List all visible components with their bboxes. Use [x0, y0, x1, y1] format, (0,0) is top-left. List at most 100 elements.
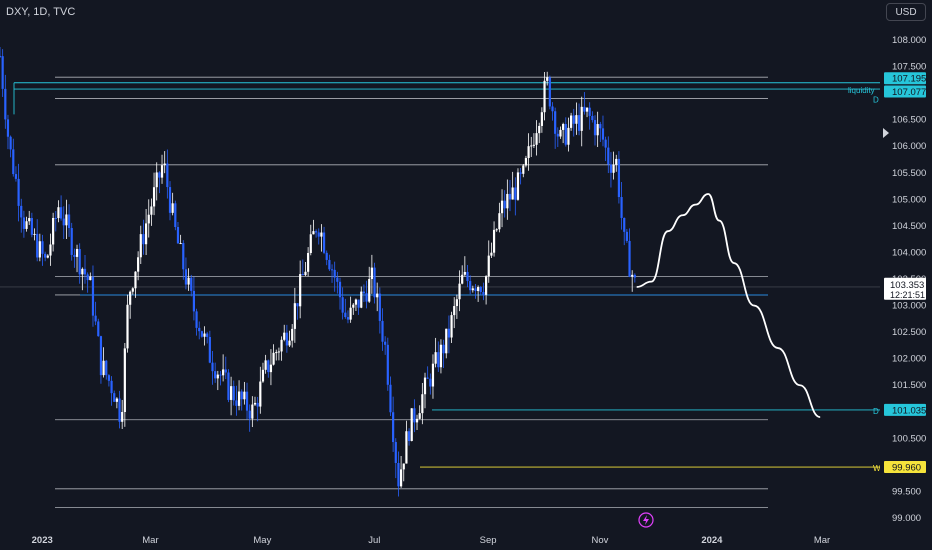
candle-body [503, 200, 506, 209]
candle-body [615, 158, 618, 165]
candle-body [564, 124, 567, 145]
candle-body [57, 207, 60, 219]
candle-body [41, 241, 44, 254]
candle-body [272, 352, 275, 365]
candle-body [604, 139, 607, 148]
candle-body [479, 287, 482, 293]
x-tick-label: Jul [368, 535, 380, 546]
x-tick-label: Mar [142, 535, 158, 546]
candle-body [591, 115, 594, 121]
candle-body [314, 231, 318, 233]
candle-body [275, 352, 278, 354]
candle-body [75, 249, 79, 257]
candle-body [607, 147, 610, 165]
candle-body [17, 178, 20, 206]
candle-body [4, 88, 7, 120]
triangle-right-icon[interactable] [883, 128, 889, 138]
candle-body [131, 288, 134, 292]
candle-body [612, 164, 615, 173]
candle-body [575, 115, 578, 124]
candle-body [402, 463, 405, 470]
y-tick-label: 103.000 [892, 301, 926, 312]
candle-body [453, 306, 456, 316]
candle-body [89, 276, 92, 281]
candle-body [115, 398, 118, 402]
symbol-label[interactable]: DXY, 1D, TVC [6, 6, 76, 18]
candle-body [158, 172, 161, 178]
candle-body [142, 234, 145, 245]
candle-body [245, 391, 249, 411]
candle-body [280, 339, 283, 352]
candle-body [583, 106, 586, 112]
candle-body [487, 255, 490, 277]
candle-body [447, 328, 451, 338]
candle-body [620, 197, 623, 218]
candle-body [341, 297, 344, 313]
candle-body [580, 106, 583, 131]
price-level-badge: 107.077 [892, 87, 926, 98]
candle-body [229, 386, 233, 400]
candle-body [500, 200, 504, 214]
candle-body [543, 80, 546, 113]
candle-body [325, 252, 328, 260]
candle-body [498, 213, 501, 230]
candle-body [152, 187, 156, 207]
candle-body [299, 274, 302, 307]
candle-body [482, 292, 485, 295]
candles-layer [0, 46, 636, 497]
candle-body [144, 223, 148, 245]
price-level-badge-bg [884, 461, 926, 474]
candle-body [312, 231, 315, 235]
candle-body [588, 107, 591, 116]
candle-body [107, 375, 111, 381]
projection-layer [636, 193, 821, 418]
countdown-label: 12:21:51 [890, 290, 925, 300]
candle-body [490, 252, 493, 256]
candle-body [134, 271, 137, 289]
candle-body [572, 115, 575, 124]
candle-body [370, 267, 373, 280]
level-annotation: liquidity [848, 86, 875, 95]
candle-body [67, 214, 71, 229]
candle-body [524, 158, 528, 166]
candle-body [176, 227, 180, 244]
lightning-icon[interactable] [638, 512, 654, 528]
candle-body [386, 344, 389, 385]
candle-body [338, 281, 342, 298]
candle-body [631, 274, 634, 277]
candle-body [333, 269, 336, 278]
candle-body [455, 299, 458, 307]
candle-body [328, 259, 331, 270]
candle-body [330, 269, 334, 271]
candle-body [256, 402, 259, 407]
candle-body [163, 163, 166, 166]
price-level-badge: 101.035 [892, 405, 926, 416]
candle-body [28, 218, 31, 222]
candle-body [203, 333, 206, 337]
candle-body [466, 271, 469, 282]
candle-body [516, 172, 520, 200]
candle-body [237, 391, 241, 406]
candle-body [378, 293, 381, 321]
candle-body [49, 244, 52, 256]
candle-body [381, 320, 384, 342]
candle-body [182, 243, 185, 270]
candle-body [585, 107, 589, 112]
currency-button[interactable]: USD [886, 3, 926, 21]
candle-body [309, 234, 312, 253]
candle-body [118, 398, 121, 422]
price-level-badge-bg [884, 403, 926, 416]
candle-body [540, 112, 543, 126]
candle-body [471, 288, 474, 291]
y-tick-label: 102.000 [892, 354, 926, 365]
candle-body [12, 149, 15, 175]
candle-body [601, 128, 605, 140]
candle-body [362, 291, 366, 294]
candle-body [415, 418, 419, 423]
projection-path [636, 193, 821, 418]
candle-body [232, 386, 235, 401]
candle-body [126, 304, 129, 349]
candle-body [559, 129, 562, 137]
price-badges-layer: 107.195 107.077 101.035 99.960 103.35312:21:… [884, 72, 926, 474]
